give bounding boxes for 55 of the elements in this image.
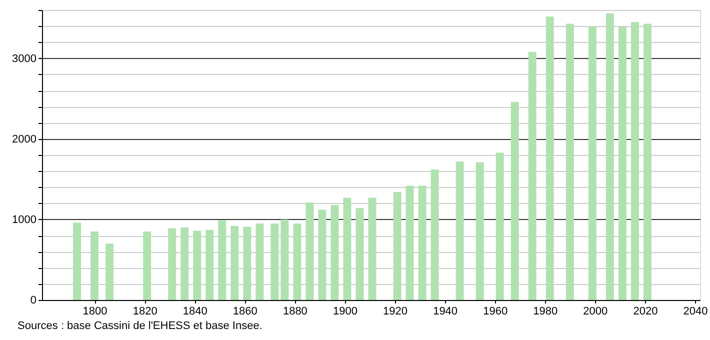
- x-tick-label: 1820: [132, 306, 158, 318]
- x-tick-label: 1860: [232, 306, 258, 318]
- bar: [430, 170, 439, 300]
- source-note: Sources : base Cassini de l'EHESS et base Insee.: [18, 320, 262, 332]
- bar: [630, 22, 639, 300]
- bar: [618, 26, 626, 300]
- bar: [510, 102, 519, 300]
- x-tick-label: 1880: [282, 306, 308, 318]
- bar: [566, 24, 574, 300]
- bar: [180, 228, 189, 300]
- bar: [606, 13, 614, 300]
- bar: [90, 232, 99, 300]
- bar: [306, 202, 314, 300]
- x-tick-label: 1940: [433, 306, 458, 318]
- y-tick-label: 3000: [12, 52, 36, 65]
- y-tick-label: 2000: [12, 133, 36, 146]
- bar: [588, 26, 596, 300]
- bar: [528, 52, 536, 300]
- x-tick-label: 1920: [383, 306, 408, 318]
- x-tick-label: 1960: [483, 306, 508, 318]
- bar: [270, 223, 279, 300]
- x-tick-label: 1980: [533, 306, 558, 318]
- y-tick-label: 0: [30, 294, 36, 306]
- bar: [168, 228, 176, 300]
- bar: [280, 219, 289, 300]
- bar: [546, 16, 554, 300]
- x-tick-label: 1900: [332, 306, 358, 318]
- bar: [206, 230, 214, 300]
- bar: [496, 152, 504, 300]
- x-tick-label: 1840: [182, 306, 208, 318]
- x-tick-label: 2000: [583, 306, 608, 318]
- y-tick-label: 1000: [12, 214, 36, 226]
- bar: [106, 244, 114, 300]
- bar: [143, 232, 152, 300]
- x-tick-label: 2040: [683, 306, 708, 318]
- bar: [230, 226, 239, 300]
- bar: [73, 222, 82, 300]
- bar: [318, 210, 326, 300]
- bar: [418, 186, 426, 300]
- bar: [406, 186, 414, 300]
- bar: [356, 208, 364, 300]
- bar: [256, 223, 264, 300]
- bar: [330, 204, 339, 300]
- bar: [368, 198, 376, 300]
- bar: [293, 223, 302, 300]
- bar: [218, 220, 226, 300]
- bar: [643, 24, 652, 300]
- bar: [393, 192, 402, 300]
- bar: [193, 230, 202, 300]
- bar: [476, 162, 484, 300]
- x-tick-label: 2020: [633, 306, 658, 318]
- x-tick-label: 1800: [82, 306, 108, 318]
- bar: [343, 198, 352, 300]
- bar: [456, 161, 464, 300]
- bar: [243, 226, 252, 300]
